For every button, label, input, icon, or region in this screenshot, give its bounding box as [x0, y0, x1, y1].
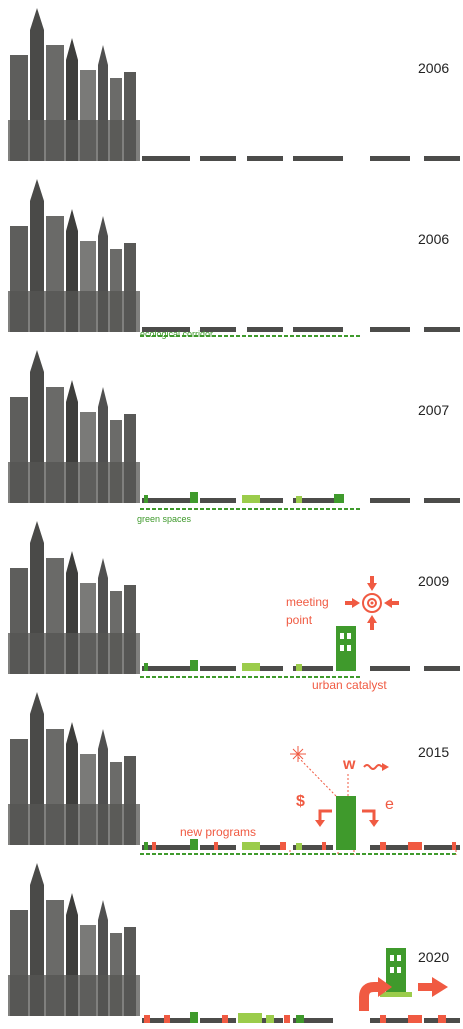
city-skyline-image — [8, 692, 140, 845]
city-skyline-image — [8, 350, 140, 503]
block-strip — [140, 492, 460, 510]
panel-2020: 2020 — [0, 855, 463, 1026]
city-skyline-image — [8, 521, 140, 674]
block-strip — [142, 948, 460, 1023]
year-label: 2006 — [418, 231, 450, 247]
w-label: w — [343, 756, 356, 773]
e-label: e — [385, 796, 394, 813]
year-label: 2006 — [418, 60, 450, 76]
block-strip — [140, 327, 460, 337]
green-spaces-label: green spaces — [137, 514, 192, 524]
meeting-label: meeting — [286, 595, 329, 609]
year-label: 2015 — [418, 744, 450, 760]
block-strip — [140, 746, 460, 855]
panel-2007: 2007 green spaces — [0, 342, 463, 524]
panel-2006-b: 2006 ecological corridor — [0, 171, 463, 342]
year-label: 2009 — [418, 573, 450, 589]
year-label: 2007 — [418, 402, 450, 418]
panel-2006-a: 2006 — [0, 0, 463, 171]
urban-catalyst-label: urban catalyst — [312, 678, 387, 692]
city-skyline-image — [8, 863, 140, 1016]
point-label: point — [286, 613, 313, 627]
block-strip — [142, 156, 460, 161]
new-programs-label: new programs — [180, 825, 257, 839]
city-skyline-image — [8, 179, 140, 332]
dollar-label: $ — [296, 793, 305, 810]
panel-2009: 2009 meeting point urban ca — [0, 513, 463, 692]
panel-2015: 2015 — [0, 684, 463, 855]
block-strip — [140, 576, 460, 678]
ecological-corridor-label: ecological corridor — [140, 329, 214, 339]
year-label: 2020 — [418, 949, 450, 965]
city-skyline-image — [8, 0, 140, 161]
